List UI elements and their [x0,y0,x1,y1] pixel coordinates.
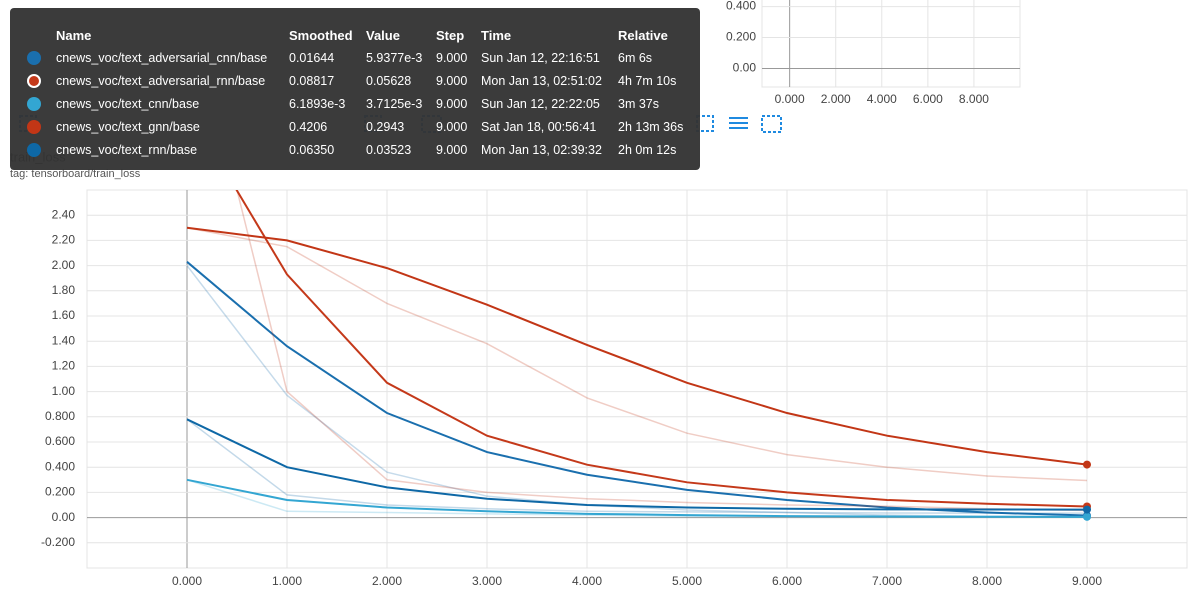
x-tick-label: 5.000 [672,574,702,588]
y-tick-label: 1.60 [52,308,76,322]
y-tick-label: 1.20 [52,359,76,373]
y-tick-label: 0.400 [45,459,75,473]
plot-lines [186,190,1088,518]
end-point [1083,460,1091,469]
x-tick-label: 7.000 [872,574,902,588]
tooltip-cell: 6m 6s [618,51,653,65]
y-tick-label: 0.600 [45,434,75,448]
tooltip-cell: 0.06350 [289,143,335,157]
tooltip-header: Relative [618,28,668,43]
smoothed-line [235,190,1088,508]
smoothed-line [186,226,1088,466]
plot-frame [761,0,1021,88]
y-tick-label: 2.00 [52,258,76,272]
x-tick-label: 1.000 [272,574,302,588]
tooltip-header: Name [56,28,92,43]
tooltip-cell: 2h 0m 12s [618,143,677,157]
tooltip-header: Value [366,28,400,43]
end-point [1083,505,1091,514]
chart-subtitle: tag: tensorboard/train_loss [10,168,141,180]
tooltip-cell: Sun Jan 12, 22:22:05 [481,97,600,111]
tooltip-cell: 6.1893e-3 [289,97,346,111]
series-swatch [27,97,41,111]
y-tick-label: 1.40 [52,333,76,347]
plot-frame [86,189,1188,569]
tooltip-header: Step [436,28,465,43]
tooltip-cell: 9.000 [436,120,468,134]
smoothed-line [186,261,1088,517]
raw-line [236,190,1088,512]
series-name: cnews_voc/text_adversarial_rnn/base [56,74,266,88]
y-tick-label: 1.80 [52,283,76,297]
x-tick-label: 2.000 [821,92,851,106]
tooltip-cell: 4h 7m 10s [618,74,677,88]
tooltip-cell: 3.7125e-3 [366,97,423,111]
tooltip-cell: 0.4206 [289,120,328,134]
raw-line [186,418,1088,514]
series-swatch [27,120,41,134]
smoothed-line [186,418,1088,511]
x-tick-label: 0.000 [172,574,202,588]
series-swatch [27,51,41,65]
x-tick-label: 4.000 [867,92,897,106]
tooltip-cell: 0.08817 [289,74,335,88]
tooltip-cell: Mon Jan 13, 02:39:32 [481,143,602,157]
y-tick-label: 2.40 [52,207,76,221]
y-tick-label: 1.00 [52,384,76,398]
x-tick-label: 6.000 [913,92,943,106]
tooltip-cell: 9.000 [436,97,468,111]
tooltip-header: Time [481,28,512,43]
series-swatch [27,143,41,157]
y-tick-label: 0.200 [45,485,75,499]
series-name: cnews_voc/text_rnn/base [56,143,198,157]
tooltip-cell: 0.05628 [366,74,412,88]
tooltip-cell: 3m 37s [618,97,659,111]
y-tick-label: 0.00 [733,61,757,75]
y-tick-label: 0.800 [45,409,75,423]
series-name: cnews_voc/text_gnn/base [56,120,200,134]
end-point [1083,512,1091,521]
y-tick-label: 0.00 [52,510,76,524]
x-tick-label: 8.000 [959,92,989,106]
y-tick-label: 0.200 [726,30,756,44]
tooltip-cell: 9.000 [436,143,468,157]
x-tick-label: 9.000 [1072,574,1102,588]
x-tick-label: 6.000 [772,574,802,588]
x-tick-label: 0.000 [775,92,805,106]
tooltip-cell: 5.9377e-3 [366,51,423,65]
y-tick-label: 0.400 [726,0,756,13]
raw-line [186,227,1088,482]
list-icon[interactable] [729,117,748,129]
tooltip-cell: 0.2943 [366,120,405,134]
series-name: cnews_voc/text_cnn/base [56,97,200,111]
y-tick-label: -0.200 [41,535,75,549]
tooltip-cell: Mon Jan 13, 02:51:02 [481,74,602,88]
series-name: cnews_voc/text_adversarial_cnn/base [56,51,268,65]
tooltip-cell: 2h 13m 36s [618,120,684,134]
x-tick-label: 3.000 [472,574,502,588]
tooltip-cell: 0.01644 [289,51,335,65]
fit-icon[interactable] [761,115,782,133]
y-tick-label: 2.20 [52,233,76,247]
tooltip-cell: 9.000 [436,74,468,88]
tooltip-cell: 9.000 [436,51,468,65]
tooltip-cell: Sun Jan 12, 22:16:51 [481,51,600,65]
x-tick-label: 4.000 [572,574,602,588]
tooltip-cell: 0.03523 [366,143,412,157]
series-swatch [27,74,41,88]
tooltip-cell: Sat Jan 18, 00:56:41 [481,120,597,134]
tooltip-header: Smoothed [289,28,353,43]
x-tick-label: 2.000 [372,574,402,588]
zoom-icon[interactable] [696,115,714,132]
x-tick-label: 8.000 [972,574,1002,588]
tooltip: Name Smoothed Value Step Time Relative cnews_v… [10,8,700,170]
smoothed-line [186,478,1088,518]
